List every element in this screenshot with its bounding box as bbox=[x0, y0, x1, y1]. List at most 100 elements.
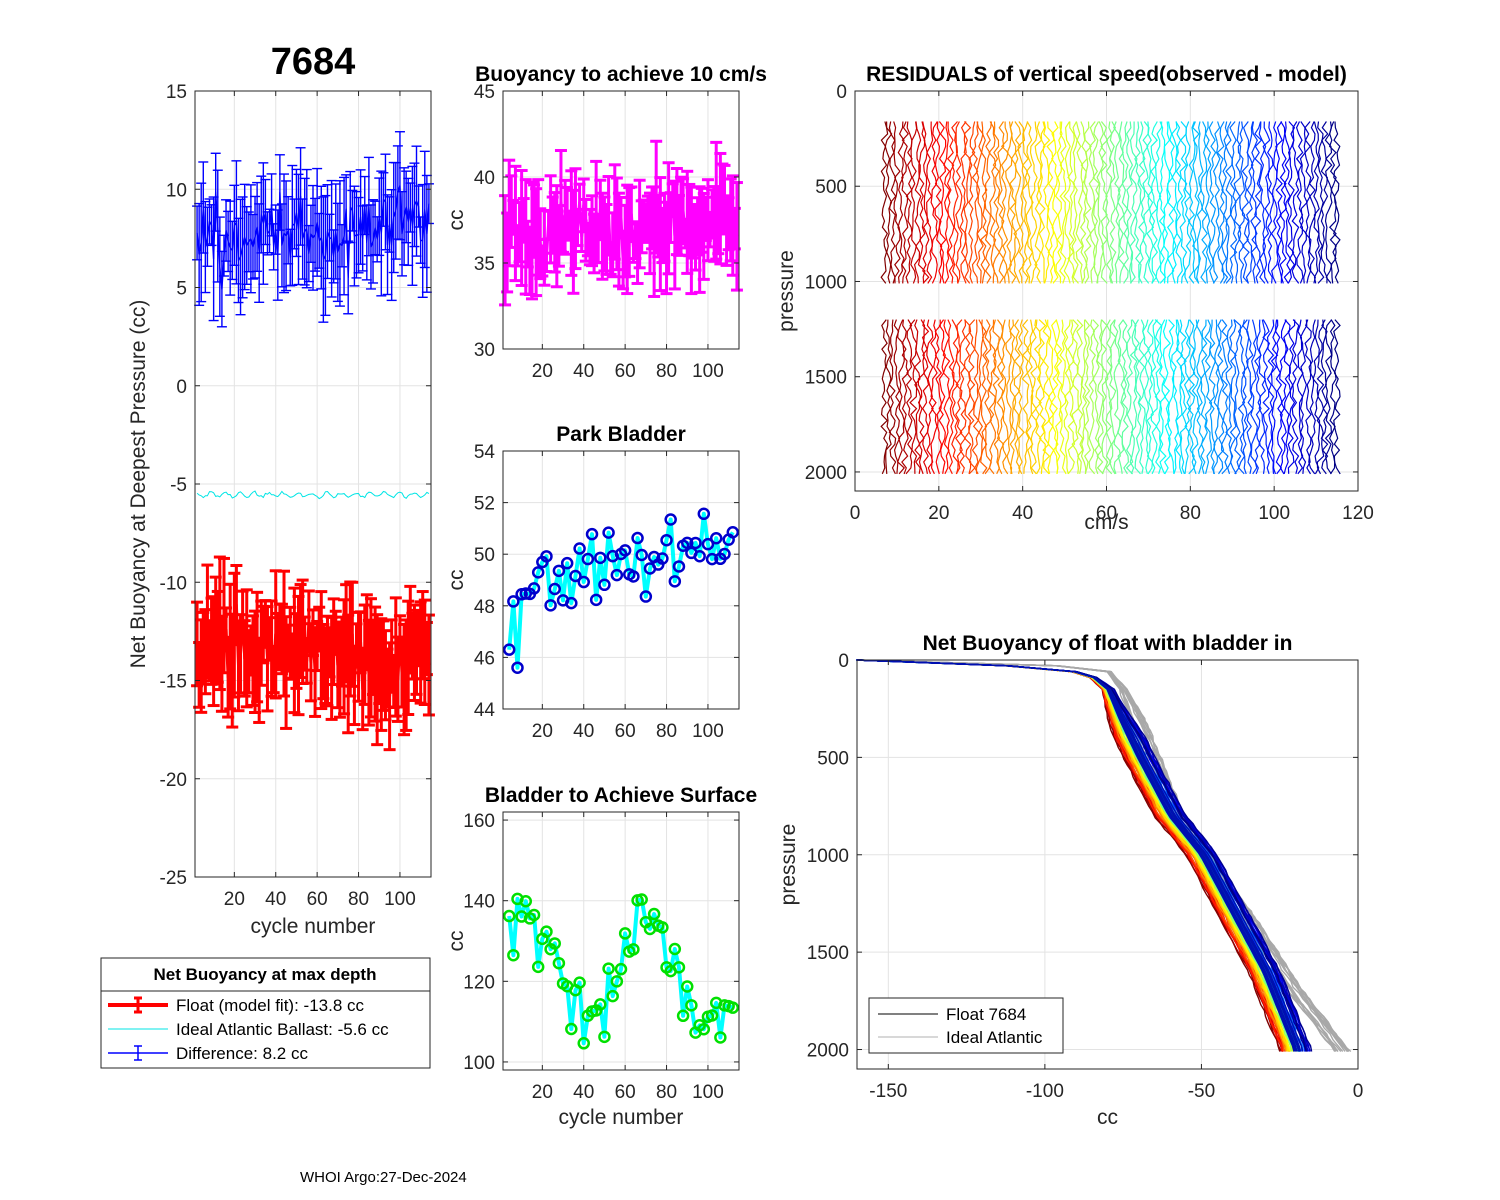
residual-profile bbox=[1142, 319, 1150, 475]
residual-profile bbox=[1258, 319, 1267, 474]
y-tick-label: 52 bbox=[474, 494, 495, 515]
park-bladder-point bbox=[664, 513, 677, 526]
residual-profile bbox=[975, 319, 984, 474]
residual-profile bbox=[1283, 319, 1292, 475]
park-bladder-point bbox=[560, 556, 574, 570]
legend-item-float: Float (model fit): -13.8 cc bbox=[108, 996, 365, 1015]
surface-bladder-point bbox=[647, 907, 661, 921]
difference-errorbar bbox=[343, 240, 354, 315]
difference-errorbar bbox=[419, 150, 430, 269]
difference-errorbar bbox=[264, 208, 275, 254]
surface-bladder-point bbox=[627, 943, 640, 956]
surface-bladder-point bbox=[565, 1022, 578, 1036]
residual-profile bbox=[1250, 121, 1258, 284]
difference-errorbar bbox=[221, 199, 232, 262]
residual-profile bbox=[1245, 121, 1254, 284]
y-tick-label: 500 bbox=[817, 748, 849, 769]
difference-errorbar bbox=[279, 173, 290, 294]
difference-errorbar bbox=[390, 162, 401, 260]
float-model-fit-errorbar bbox=[251, 590, 264, 704]
surface-bladder-point bbox=[502, 909, 516, 923]
residual-profile bbox=[1192, 121, 1200, 284]
residual-profile bbox=[917, 319, 926, 475]
residual-profile bbox=[930, 121, 938, 284]
residual-profile bbox=[1125, 121, 1134, 284]
difference-errorbar bbox=[334, 180, 345, 307]
residual-profile bbox=[1063, 319, 1071, 475]
residual-profile bbox=[1212, 121, 1221, 284]
y-tick-label: -25 bbox=[160, 868, 187, 889]
surface-bladder-point bbox=[697, 1022, 711, 1036]
surface-bladder-point bbox=[656, 921, 669, 934]
float-model-fit-errorbar bbox=[383, 641, 396, 752]
difference-errorbar bbox=[237, 196, 248, 299]
x-tick-label: -50 bbox=[1188, 1081, 1215, 1102]
residual-profile bbox=[971, 319, 980, 475]
y-tick-label: 5 bbox=[176, 279, 187, 300]
residual-profile bbox=[1000, 121, 1009, 284]
x-tick-label: 20 bbox=[532, 1082, 553, 1103]
residual-profile bbox=[1013, 319, 1022, 475]
residual-profile bbox=[1067, 319, 1076, 475]
difference-errorbar bbox=[281, 180, 292, 292]
residual-profile bbox=[1029, 319, 1038, 475]
residual-profile bbox=[1025, 121, 1034, 284]
y-tick-label: 140 bbox=[463, 892, 495, 913]
chart-title: Buoyancy to achieve 10 cm/s bbox=[475, 63, 767, 86]
legend-label-float-profile: Float 7684 bbox=[946, 1005, 1026, 1024]
residual-profile bbox=[980, 319, 988, 475]
legend-net-buoyancy: Net Buoyancy at max depth Float (model f… bbox=[100, 957, 431, 1069]
buoyancy-errorbar bbox=[714, 151, 727, 266]
y-tick-label: 2000 bbox=[807, 1041, 849, 1062]
residual-profile bbox=[1304, 319, 1312, 475]
residual-profile bbox=[946, 121, 955, 284]
residual-profile bbox=[1142, 121, 1150, 284]
park-bladder-point bbox=[531, 566, 545, 579]
float-profile bbox=[856, 659, 1301, 1052]
difference-errorbar bbox=[376, 170, 387, 297]
park-bladder-point bbox=[709, 531, 723, 545]
park-bladder-point bbox=[577, 575, 590, 589]
residual-profile bbox=[1109, 121, 1117, 284]
residual-profile bbox=[901, 121, 909, 284]
park-bladder-point bbox=[631, 531, 644, 545]
x-tick-label: -100 bbox=[1026, 1081, 1064, 1102]
surface-bladder-point bbox=[531, 960, 545, 974]
y-tick-label: 46 bbox=[474, 648, 495, 669]
x-tick-label: -150 bbox=[869, 1081, 907, 1102]
buoyancy-errorbar bbox=[668, 179, 681, 291]
residual-profile bbox=[1283, 121, 1292, 284]
residual-profile bbox=[901, 319, 909, 475]
residual-profile bbox=[1295, 121, 1304, 284]
residual-profile bbox=[1175, 121, 1184, 284]
difference-errorbar bbox=[301, 168, 312, 289]
residual-profile bbox=[1200, 319, 1208, 475]
residual-profile bbox=[1266, 319, 1275, 474]
residual-profile bbox=[1088, 319, 1097, 475]
surface-bladder-point bbox=[618, 927, 632, 940]
residual-profile bbox=[1134, 319, 1142, 475]
residual-profile bbox=[1113, 319, 1121, 475]
residual-profile bbox=[951, 121, 959, 284]
difference-errorbar bbox=[216, 250, 227, 328]
residual-profile bbox=[1270, 319, 1279, 475]
difference-errorbar bbox=[423, 183, 434, 225]
difference-errorbar bbox=[380, 153, 391, 251]
residual-profile bbox=[984, 121, 992, 284]
surface-bladder-point bbox=[606, 989, 619, 1003]
residual-profile bbox=[959, 319, 967, 475]
x-tick-label: 100 bbox=[692, 361, 724, 382]
y-tick-label: 40 bbox=[474, 168, 495, 189]
difference-errorbar bbox=[299, 177, 310, 286]
residual-profile bbox=[1059, 319, 1067, 475]
residual-profile bbox=[1154, 121, 1163, 284]
difference-errorbar bbox=[305, 204, 316, 263]
residual-profile bbox=[1146, 319, 1154, 475]
residual-profile bbox=[955, 121, 963, 284]
residual-profile bbox=[1055, 319, 1063, 474]
float-model-fit-errorbar bbox=[408, 603, 421, 702]
buoyancy-errorbar bbox=[567, 188, 580, 295]
park-bladder-point bbox=[672, 560, 686, 573]
difference-errorbar bbox=[413, 185, 424, 228]
difference-errorbar bbox=[409, 162, 420, 248]
